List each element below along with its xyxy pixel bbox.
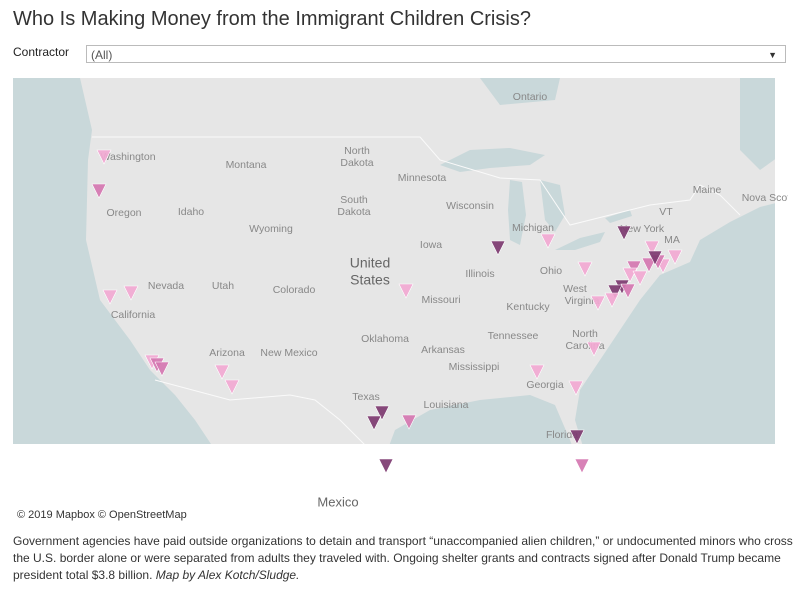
map-label: Virginia	[565, 295, 600, 307]
contractor-marker[interactable]	[374, 405, 390, 421]
map-label: Florida	[546, 429, 578, 441]
contractor-marker[interactable]	[91, 183, 107, 199]
map-label: VT	[659, 206, 673, 218]
contractor-marker[interactable]	[586, 341, 602, 357]
map-label: Michigan	[512, 222, 554, 234]
map-label: Dakota	[337, 206, 370, 218]
dropdown-value: (All)	[91, 48, 113, 62]
map-label: Mexico	[317, 494, 358, 509]
map-label: MA	[664, 234, 680, 246]
title: Who Is Making Money from the Immigrant C…	[13, 8, 531, 30]
contractor-marker[interactable]	[574, 458, 590, 474]
map-label: Kentucky	[506, 301, 550, 313]
map-label: Ontario	[513, 91, 548, 103]
contractor-marker[interactable]	[398, 283, 414, 299]
map-label: United	[350, 255, 390, 271]
contractor-marker[interactable]	[529, 364, 545, 380]
map-label: Montana	[226, 159, 267, 171]
filter-label: Contractor	[13, 45, 70, 59]
map-label: Illinois	[465, 268, 494, 280]
contractor-marker[interactable]	[607, 284, 623, 300]
contractor-marker[interactable]	[667, 249, 683, 265]
contractor-marker[interactable]	[641, 257, 657, 273]
contractor-marker[interactable]	[154, 361, 170, 377]
map-label: North	[572, 328, 598, 340]
contractor-marker[interactable]	[569, 429, 585, 445]
borders	[92, 136, 741, 444]
map-label: Minnesota	[398, 172, 447, 184]
map-label: Maine	[693, 184, 722, 196]
map-label: Dakota	[340, 157, 373, 169]
map-label: Arkansas	[421, 344, 465, 356]
map-label: Mississippi	[449, 361, 500, 373]
contractor-marker[interactable]	[490, 240, 506, 256]
caption: Government agencies have paid outside or…	[13, 533, 793, 584]
water	[13, 78, 775, 444]
map-label: Louisiana	[424, 399, 469, 411]
map-label: Iowa	[420, 239, 442, 251]
contractor-marker[interactable]	[616, 225, 632, 241]
map-label: North	[344, 145, 370, 157]
contractor-marker[interactable]	[620, 283, 636, 299]
basemap	[13, 78, 775, 444]
contractor-marker[interactable]	[644, 240, 660, 256]
dropdown-arrow: ▼	[768, 50, 777, 60]
map-label: Utah	[212, 280, 234, 292]
contractor-marker[interactable]	[568, 380, 584, 396]
map-label: Nova Scotia	[742, 192, 788, 204]
contractor-marker[interactable]	[366, 415, 382, 431]
map-label: Missouri	[421, 294, 460, 306]
contractor-marker[interactable]	[401, 414, 417, 430]
attribution: © 2019 Mapbox © OpenStreetMap	[17, 509, 187, 521]
map[interactable]: OntarioNorthDakotaMontanaMinnesotaWashin…	[13, 78, 788, 522]
map-label: Washington	[100, 151, 155, 163]
map-label: Wyoming	[249, 223, 293, 235]
contractor-marker[interactable]	[123, 285, 139, 301]
contractor-marker[interactable]	[224, 379, 240, 395]
contractor-marker[interactable]	[102, 289, 118, 305]
map-label: Oklahoma	[361, 333, 409, 345]
map-label: Nevada	[148, 280, 184, 292]
contractor-marker[interactable]	[590, 295, 606, 311]
attribution-bg	[15, 508, 201, 521]
map-label: Georgia	[526, 379, 564, 391]
map-label: West	[563, 283, 587, 295]
map-label: Colorado	[273, 284, 316, 296]
contractor-marker[interactable]	[378, 458, 394, 474]
map-label: Arizona	[209, 347, 245, 359]
map-label: Tennessee	[488, 330, 539, 342]
contractor-marker[interactable]	[632, 270, 648, 286]
contractor-marker[interactable]	[577, 261, 593, 277]
map-label: Idaho	[178, 206, 204, 218]
contractor-marker[interactable]	[540, 233, 556, 249]
contractor-marker[interactable]	[96, 149, 112, 165]
map-label: Oregon	[106, 207, 141, 219]
map-label: States	[350, 272, 390, 288]
contractor-marker[interactable]	[647, 250, 663, 266]
map-label: Ohio	[540, 265, 562, 277]
map-label: South	[340, 194, 368, 206]
byline: Map by Alex Kotch/Sludge.	[155, 568, 300, 582]
map-label: Texas	[352, 391, 379, 403]
contractor-marker[interactable]	[604, 292, 620, 308]
map-label: New Mexico	[260, 347, 317, 359]
caption-text: Government agencies have paid outside or…	[13, 534, 793, 582]
contractor-marker[interactable]	[214, 364, 230, 380]
contractor-dropdown[interactable]: (All) ▼	[86, 45, 786, 63]
map-label: Wisconsin	[446, 200, 494, 212]
map-label: California	[111, 309, 156, 321]
